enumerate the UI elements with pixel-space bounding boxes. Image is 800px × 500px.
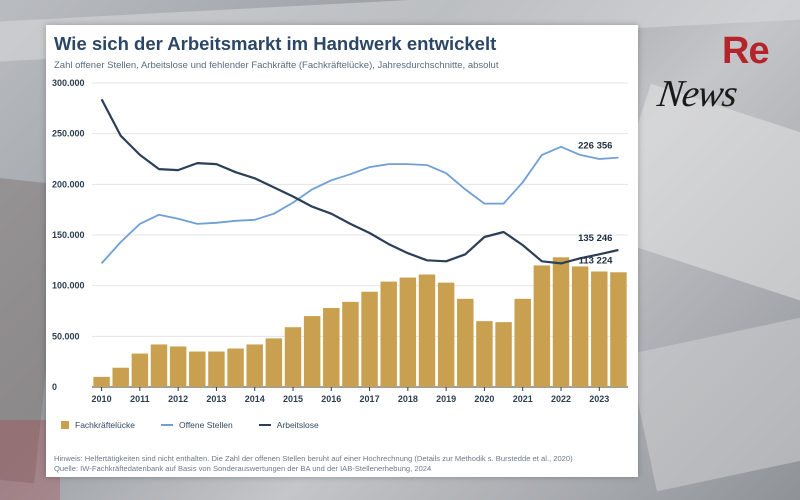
legend-item-fachkraefteluecke: Fachkräftelücke [61, 420, 135, 430]
x-tick-label: 2020 [474, 394, 494, 404]
bar-fachkraefteluecke [571, 266, 589, 387]
x-tick-label: 2022 [551, 394, 571, 404]
bar-fachkraefteluecke [457, 298, 474, 387]
bar-fachkraefteluecke [169, 346, 187, 387]
chart-source: Quelle: IW-Fachkräftedatenbank auf Basis… [54, 464, 432, 473]
bar-fachkraefteluecke [150, 344, 168, 387]
legend-label-fachkraefteluecke: Fachkräftelücke [75, 420, 135, 430]
x-tick-label: 2011 [130, 394, 150, 404]
chart-legend: Fachkräftelücke Offene Stellen Arbeitslo… [61, 420, 345, 430]
y-tick-label: 200.000 [52, 179, 85, 189]
legend-swatch-arbeitslose [258, 424, 271, 426]
bar-fachkraefteluecke [399, 277, 417, 387]
y-tick-label: 150.000 [52, 230, 85, 240]
x-tick-label: 2010 [92, 394, 112, 404]
end-label-fachkraefteluecke: 113 224 [579, 255, 614, 266]
y-tick-label: 250.000 [52, 129, 85, 139]
chart-title: Wie sich der Arbeitsmarkt im Handwerk en… [54, 33, 497, 54]
bar-fachkraefteluecke [552, 257, 570, 387]
bar-fachkraefteluecke [208, 351, 225, 387]
legend-item-arbeitslose: Arbeitslose [258, 420, 319, 430]
x-tick-label: 2021 [513, 394, 533, 404]
x-tick-label: 2014 [245, 394, 265, 404]
end-label-offene-stellen: 226 356 [578, 141, 612, 152]
bar-fachkraefteluecke [93, 376, 110, 387]
y-tick-label: 50.000 [52, 331, 80, 341]
end-label-arbeitslose: 135 246 [578, 233, 612, 244]
line-arbeitslose [100, 98, 619, 265]
x-tick-label: 2012 [168, 394, 188, 404]
logo-re: Re [722, 30, 770, 72]
x-tick-label: 2018 [398, 394, 418, 404]
x-tick-label: 2017 [360, 394, 380, 404]
line-offene-stellen [100, 145, 619, 265]
bar-fachkraefteluecke [495, 322, 512, 387]
x-tick-label: 2019 [436, 394, 456, 404]
chart-subtitle: Zahl offener Stellen, Arbeitslose und fe… [54, 60, 499, 71]
bar-fachkraefteluecke [342, 301, 359, 387]
bar-fachkraefteluecke [189, 351, 206, 387]
y-tick-label: 0 [52, 382, 57, 392]
bar-fachkraefteluecke [533, 265, 551, 387]
bar-fachkraefteluecke [361, 291, 378, 387]
x-tick-label: 2016 [321, 394, 341, 404]
bar-fachkraefteluecke [131, 353, 149, 387]
bar-fachkraefteluecke [476, 321, 493, 387]
bar-fachkraefteluecke [284, 327, 302, 387]
y-tick-label: 100.000 [52, 281, 85, 291]
chart-footnote: Hinweis: Helfertätigkeiten sind nicht en… [54, 454, 573, 463]
bar-fachkraefteluecke [227, 348, 244, 387]
bar-fachkraefteluecke [265, 338, 283, 387]
bar-fachkraefteluecke [246, 344, 263, 387]
logo-news: News [655, 73, 740, 115]
legend-label-offene-stellen: Offene Stellen [179, 420, 233, 430]
chart-svg: 0 50.000 100.000 150.000 200.000 250.000 300.0… [52, 78, 628, 404]
renews-logo: Re News [650, 30, 780, 130]
bar-fachkraefteluecke [380, 281, 397, 387]
bar-fachkraefteluecke [303, 316, 321, 387]
x-tick-label: 2023 [589, 394, 609, 404]
bar-fachkraefteluecke [437, 282, 455, 387]
legend-item-offene-stellen: Offene Stellen [161, 420, 233, 430]
x-tick-label: 2013 [206, 394, 226, 404]
legend-swatch-offene-stellen [161, 424, 173, 426]
bar-fachkraefteluecke [112, 367, 129, 387]
bar-fachkraefteluecke [323, 307, 340, 387]
x-tick-label: 2015 [283, 394, 303, 404]
bar-fachkraefteluecke [610, 272, 627, 387]
bar-fachkraefteluecke [418, 274, 436, 387]
legend-swatch-fachkraefteluecke [61, 421, 69, 429]
chart-card: Wie sich der Arbeitsmarkt im Handwerk en… [46, 25, 638, 477]
bar-fachkraefteluecke [591, 271, 608, 387]
y-tick-label: 300.000 [52, 78, 85, 88]
bar-fachkraefteluecke [514, 298, 531, 387]
legend-label-arbeitslose: Arbeitslose [276, 420, 319, 430]
